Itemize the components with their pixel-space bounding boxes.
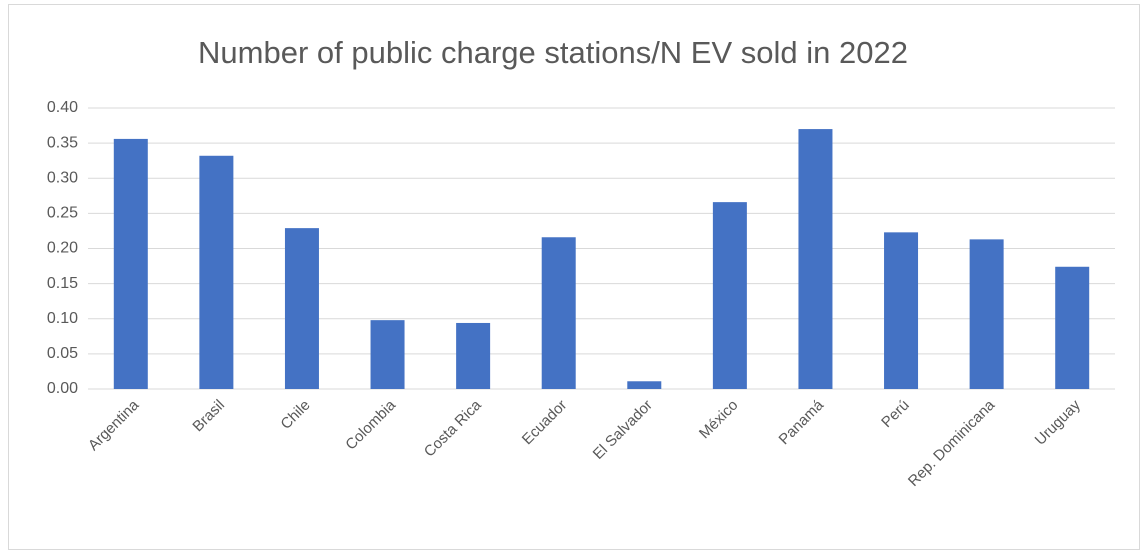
bar (113, 138, 148, 389)
y-tick-label: 0.35 (47, 134, 78, 151)
y-tick-label: 0.00 (47, 380, 78, 397)
y-tick-label: 0.20 (47, 240, 78, 257)
bar (456, 322, 491, 389)
bar (884, 232, 919, 389)
chart-title: Number of public charge stations/N EV so… (198, 35, 908, 70)
bar (199, 155, 234, 389)
bar (969, 239, 1004, 389)
bar (798, 129, 833, 389)
y-tick-label: 0.05 (47, 345, 78, 362)
y-tick-label: 0.40 (47, 99, 78, 116)
bar (370, 320, 405, 389)
bar (712, 202, 747, 389)
bar (1055, 266, 1090, 389)
bar (627, 381, 662, 389)
y-tick-label: 0.25 (47, 205, 78, 222)
y-tick-label: 0.10 (47, 310, 78, 327)
bar (284, 228, 319, 389)
y-tick-label: 0.15 (47, 275, 78, 292)
y-tick-label: 0.30 (47, 169, 78, 186)
bar (541, 237, 576, 389)
